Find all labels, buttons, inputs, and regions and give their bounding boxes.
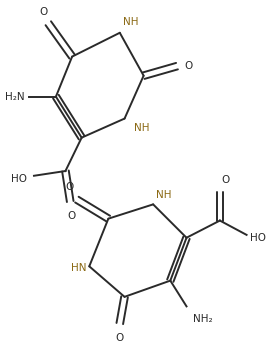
Text: O: O [116, 333, 124, 343]
Text: O: O [184, 61, 193, 71]
Text: NH: NH [134, 123, 150, 133]
Text: NH: NH [123, 17, 138, 27]
Text: HN: HN [71, 263, 86, 273]
Text: O: O [222, 175, 230, 185]
Text: HO: HO [11, 174, 27, 184]
Text: O: O [39, 7, 48, 16]
Text: NH: NH [156, 190, 171, 200]
Text: NH₂: NH₂ [193, 314, 213, 324]
Text: O: O [67, 211, 75, 221]
Text: HO: HO [250, 233, 266, 243]
Text: O: O [65, 182, 73, 192]
Text: H₂N: H₂N [5, 92, 24, 102]
